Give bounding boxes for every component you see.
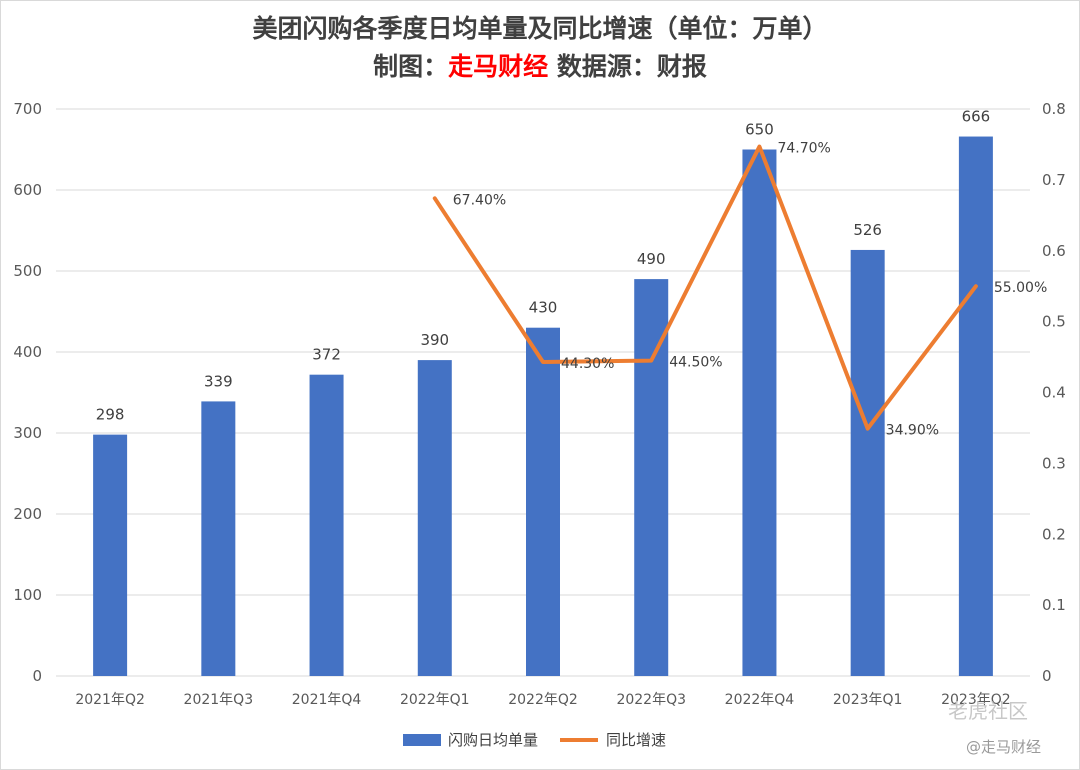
bar-data-label: 666	[962, 108, 991, 126]
watermark-account: @走马财经	[966, 738, 1041, 756]
chart-title: 美团闪购各季度日均单量及同比增速（单位：万单）	[252, 14, 828, 43]
chart-subtitle: 制图：走马财经 数据源：财报	[0, 50, 1080, 84]
y-right-tick-label: 0.2	[1042, 525, 1066, 543]
line-point	[649, 359, 653, 363]
growth-line	[432, 144, 978, 431]
y-left-tick-label: 300	[13, 424, 42, 442]
legend-label-bar: 闪购日均单量	[448, 731, 538, 749]
x-tick-label: 2023年Q2	[941, 692, 1011, 708]
axes: 0 100 200 300 400 500 600 700 0 0.1 0.2 0.3 0.4 0.5 0.…	[13, 100, 1066, 708]
bar-data-label: 490	[637, 250, 666, 268]
y-right-tick-label: 0.3	[1042, 454, 1066, 472]
y-left-tick-label: 500	[13, 262, 42, 280]
x-tick-label: 2022年Q1	[400, 692, 470, 708]
bar-data-label: 650	[745, 121, 774, 139]
line-data-label: 34.90%	[886, 423, 939, 439]
line-data-label: 44.50%	[669, 355, 722, 371]
y-right-tick-label: 0.4	[1042, 384, 1066, 402]
bar-data-label: 430	[529, 299, 558, 317]
legend-swatch-bar	[403, 734, 441, 746]
bar-data-label: 526	[853, 221, 882, 239]
x-tick-label: 2021年Q2	[75, 692, 145, 708]
line-point	[866, 427, 870, 431]
x-tick-label: 2023年Q1	[833, 692, 903, 708]
bar	[526, 327, 560, 676]
bar-data-label: 339	[204, 372, 233, 390]
line-data-label: 74.70%	[777, 141, 830, 157]
bar	[309, 374, 344, 676]
line-point	[757, 145, 761, 149]
x-tick-label: 2021年Q4	[292, 692, 362, 708]
y-left-tick-label: 700	[13, 100, 42, 118]
line-series	[432, 144, 978, 431]
bar-series	[93, 136, 993, 677]
bar	[850, 249, 885, 676]
subtitle-prefix: 制图：	[373, 52, 449, 81]
line-point	[433, 196, 437, 200]
line-point	[974, 284, 978, 288]
y-right-tick-label: 0.6	[1042, 242, 1066, 260]
bar	[93, 434, 128, 676]
bar-data-label: 372	[312, 346, 341, 364]
bar	[742, 149, 777, 676]
watermark-community: 老虎社区	[948, 699, 1028, 723]
bar	[958, 136, 993, 677]
y-left-tick-label: 0	[32, 667, 42, 685]
y-right-tick-label: 0.5	[1042, 313, 1066, 331]
y-right-tick-label: 0.8	[1042, 100, 1066, 118]
bar	[201, 401, 236, 676]
x-tick-label: 2022年Q4	[725, 692, 795, 708]
line-point	[541, 360, 545, 364]
y-right-tick-label: 0.7	[1042, 171, 1066, 189]
y-left-tick-label: 100	[13, 586, 42, 604]
line-data-label: 55.00%	[994, 280, 1047, 296]
x-tick-label: 2022年Q2	[508, 692, 578, 708]
y-left-tick-label: 200	[13, 505, 42, 523]
line-data-label: 44.30%	[561, 356, 614, 372]
x-tick-label: 2022年Q3	[616, 692, 686, 708]
y-left-tick-label: 600	[13, 181, 42, 199]
data-labels: 298 339 372 390 430 490 650 526 666 67.40% 44.30% 4…	[96, 108, 1047, 439]
bar	[417, 360, 452, 676]
y-right-tick-label: 0	[1042, 667, 1052, 685]
bar-data-label: 298	[96, 406, 125, 424]
legend-label-line: 同比增速	[606, 731, 666, 749]
x-tick-label: 2021年Q3	[184, 692, 254, 708]
line-data-label: 67.40%	[453, 192, 506, 208]
subtitle-suffix: 数据源：财报	[548, 52, 707, 81]
subtitle-brand: 走马财经	[448, 52, 549, 81]
watermark: 老虎社区 @走马财经	[948, 699, 1041, 756]
bar-data-label: 390	[420, 331, 449, 349]
legend: 闪购日均单量 同比增速	[403, 731, 666, 749]
bar	[634, 279, 669, 676]
y-left-tick-label: 400	[13, 343, 42, 361]
y-right-tick-label: 0.1	[1042, 596, 1066, 614]
